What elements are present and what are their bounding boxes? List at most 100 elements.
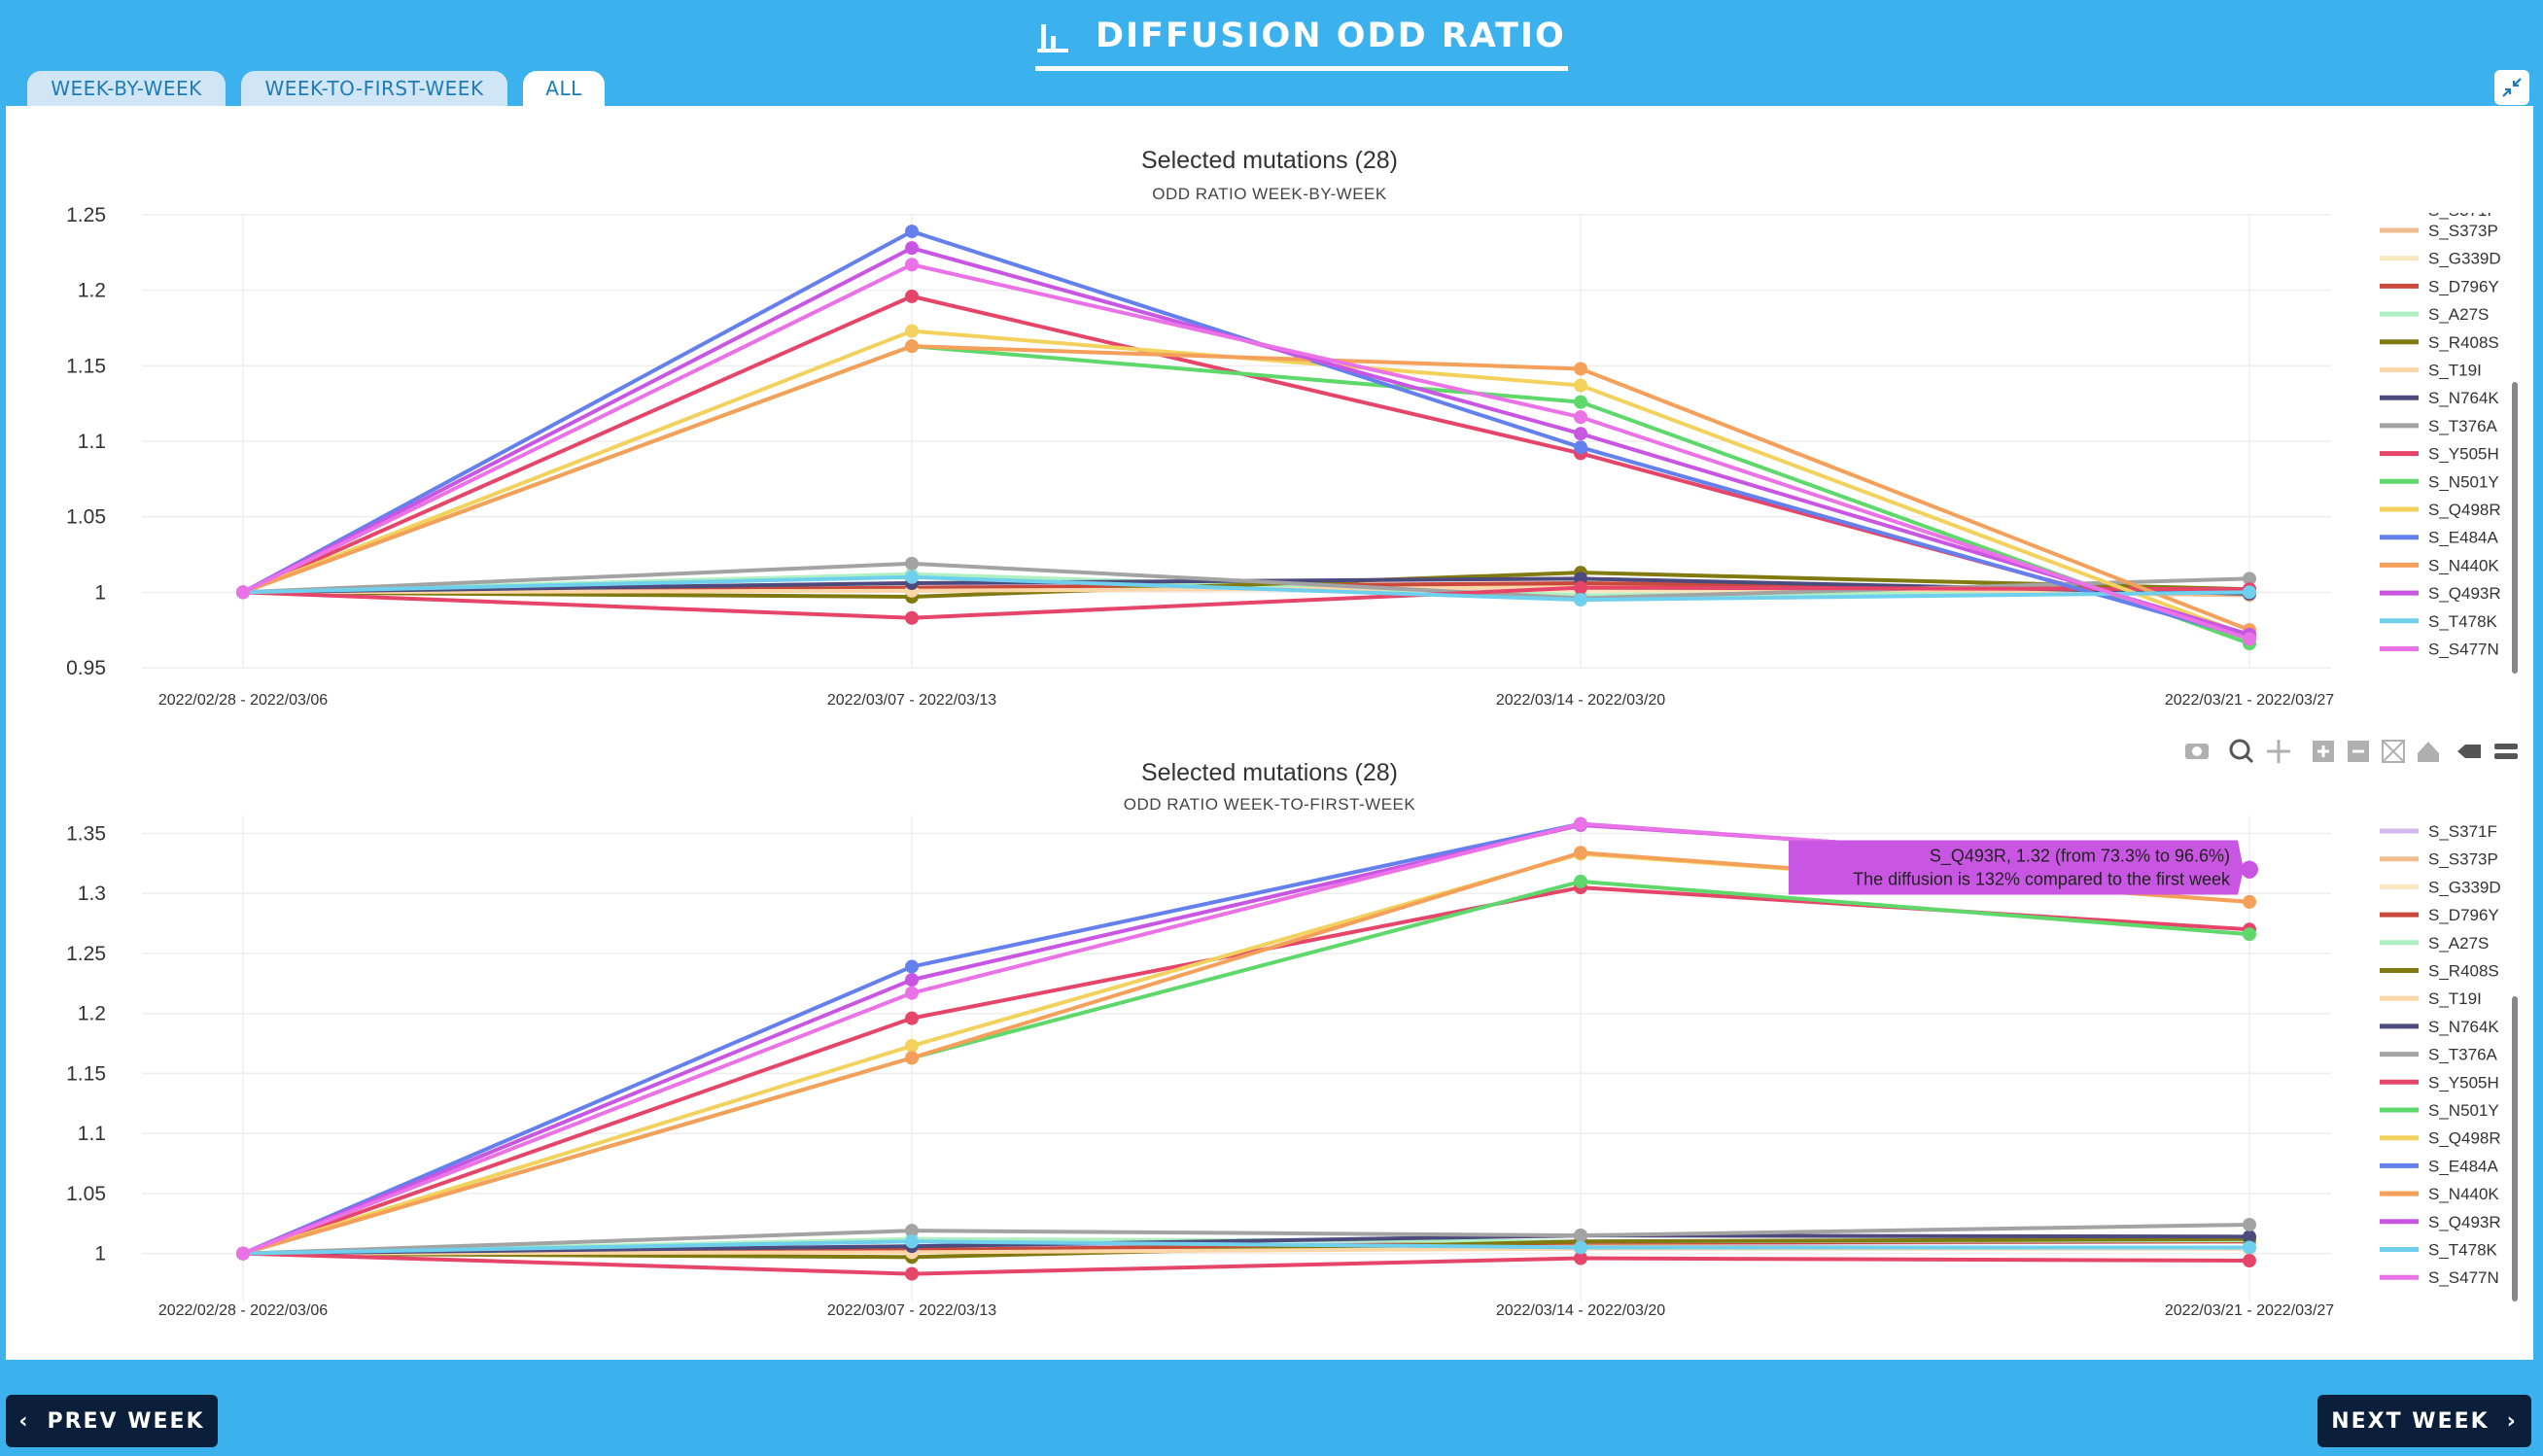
legend-item-s-n764k[interactable]: S_N764K	[2380, 389, 2499, 407]
collapse-button[interactable]	[2494, 70, 2529, 105]
series-line	[242, 574, 2250, 603]
legend-item-s-q493r[interactable]: S_Q493R	[2380, 1213, 2501, 1231]
legend-label: S_T478K	[2428, 1241, 2498, 1260]
highlighted-point	[2241, 860, 2258, 879]
legend-item-s-s477n[interactable]: S_S477N	[2380, 1268, 2499, 1287]
y-tick-label: 1.25	[66, 943, 106, 965]
data-point	[1574, 427, 1587, 441]
tab-week-by-week[interactable]: WEEK-BY-WEEK	[27, 71, 226, 106]
data-point	[905, 959, 919, 974]
app-header: DIFFUSION ODD RATIO	[0, 0, 2543, 71]
legend-item-s-t478k[interactable]: S_T478K	[2380, 1241, 2498, 1260]
series-line	[242, 1233, 2250, 1256]
legend-item-s-n764k[interactable]: S_N764K	[2380, 1018, 2499, 1036]
legend-label: S_N501Y	[2428, 472, 2499, 491]
data-point	[905, 1266, 919, 1281]
hover-closest-icon[interactable]	[2457, 745, 2481, 758]
x-tick-label: 2022/03/07 - 2022/03/13	[827, 1302, 996, 1319]
hover-compare-icon[interactable]	[2494, 744, 2518, 759]
data-point	[1574, 816, 1587, 831]
y-tick-label: 0.95	[66, 657, 106, 679]
legend-item-s-s477n[interactable]: S_S477N	[2380, 641, 2499, 659]
series-s-s477n	[236, 258, 2256, 646]
data-point	[905, 610, 919, 625]
legend-label: S_E484A	[2428, 529, 2498, 547]
legend-item-s-t376a[interactable]: S_T376A	[2380, 1046, 2498, 1064]
tooltip-box	[1789, 840, 2244, 895]
legend-item-s-q498r[interactable]: S_Q498R	[2380, 501, 2501, 519]
legend-item-s-e484a[interactable]: S_E484A	[2380, 1157, 2498, 1175]
legend-item-s-s371f[interactable]: S_S371F	[2380, 822, 2497, 841]
legend-label: S_N501Y	[2428, 1101, 2499, 1120]
house	[2418, 742, 2439, 762]
data-point	[236, 585, 250, 600]
legend-label: S_T376A	[2428, 417, 2498, 435]
legend-item-s-g339d[interactable]: S_G339D	[2380, 878, 2501, 896]
reset-axes-icon[interactable]	[2418, 742, 2439, 762]
autoscale-icon[interactable]	[2382, 740, 2405, 763]
legend-item-s-s373p[interactable]: S_S373P	[2380, 850, 2498, 869]
y-tick-label: 1.15	[66, 1062, 106, 1085]
data-point	[1574, 846, 1587, 860]
legend-item-s-d796y[interactable]: S_D796Y	[2380, 906, 2499, 924]
chart-1: Selected mutations (28) ODD RATIO WEEK-BY…	[66, 147, 2524, 709]
tab-week-to-first-week[interactable]: WEEK-TO-FIRST-WEEK	[241, 71, 507, 106]
legend-item-s-t478k[interactable]: S_T478K	[2380, 612, 2498, 631]
legend-item-s-t19i[interactable]: S_T19I	[2380, 989, 2482, 1008]
data-point	[236, 1246, 250, 1261]
zoom-out-icon[interactable]	[2348, 741, 2369, 762]
legend-item-s-d796y[interactable]: S_D796Y	[2380, 277, 2499, 295]
charts-panel: Selected mutations (28) ODD RATIO WEEK-BY…	[6, 106, 2533, 1360]
series-line	[242, 879, 2250, 1256]
data-point	[1574, 362, 1587, 376]
legend-item-s-n501y[interactable]: S_N501Y	[2380, 472, 2499, 491]
data-point	[1574, 1240, 1587, 1255]
data-point	[2243, 1217, 2256, 1231]
legend-item-s-q498r[interactable]: S_Q498R	[2380, 1129, 2501, 1148]
series-line	[242, 885, 2250, 1256]
data-point	[1574, 580, 1587, 595]
y-tick-label: 1	[94, 1243, 106, 1265]
legend-scrollbar[interactable]	[2512, 382, 2518, 674]
zoom-in-icon[interactable]	[2313, 741, 2334, 762]
data-point	[905, 241, 919, 256]
zoom-icon[interactable]	[2229, 739, 2254, 764]
next-week-button[interactable]: NEXT WEEK ›	[2317, 1395, 2531, 1447]
legend-item-s-g339d[interactable]: S_G339D	[2380, 250, 2501, 268]
chart-title: Selected mutations (28)	[1141, 759, 1398, 786]
legend-item-s-r408s[interactable]: S_R408S	[2380, 333, 2499, 352]
legend-scrollbar[interactable]	[2512, 996, 2518, 1301]
legend-item-s-e484a[interactable]: S_E484A	[2380, 529, 2498, 547]
data-point	[905, 339, 919, 354]
camera-icon[interactable]	[2185, 744, 2209, 759]
legend-item-s-a27s[interactable]: S_A27S	[2380, 934, 2489, 953]
legend-item-s-r408s[interactable]: S_R408S	[2380, 962, 2499, 981]
legend-item-s-t19i[interactable]: S_T19I	[2380, 362, 2482, 380]
series-line	[242, 344, 2250, 633]
data-point	[2243, 1230, 2256, 1244]
legend-item-s-n440k[interactable]: S_N440K	[2380, 556, 2499, 574]
legend-label: S_S371F	[2428, 822, 2497, 841]
pan-icon[interactable]	[2267, 740, 2290, 763]
legend-item-s-s373p[interactable]: S_S373P	[2380, 222, 2498, 240]
legend-item-s-q493r[interactable]: S_Q493R	[2380, 584, 2501, 603]
data-point	[1574, 1251, 1587, 1265]
series-s-t478k	[236, 570, 2256, 607]
legend-label: S_A27S	[2428, 934, 2489, 953]
legend-item-s-a27s[interactable]: S_A27S	[2380, 305, 2489, 324]
y-tick-label: 1	[94, 581, 106, 604]
legend-label: S_Q493R	[2428, 584, 2501, 603]
legend-label: S_T19I	[2428, 989, 2482, 1008]
legend-item-s-y505h[interactable]: S_Y505H	[2380, 1073, 2499, 1092]
series-line	[242, 344, 2250, 646]
data-point	[905, 225, 919, 239]
legend-item-s-n440k[interactable]: S_N440K	[2380, 1185, 2499, 1203]
legend-item-s-y505h[interactable]: S_Y505H	[2380, 445, 2499, 464]
prev-week-button[interactable]: ‹ PREV WEEK	[6, 1395, 218, 1447]
x-tick-label: 2022/02/28 - 2022/03/06	[158, 692, 328, 709]
tab-all[interactable]: ALL	[523, 71, 605, 106]
zoom-ring	[2229, 739, 2250, 760]
charts-svg: Selected mutations (28) ODD RATIO WEEK-BY…	[66, 147, 2524, 1319]
legend-item-s-n501y[interactable]: S_N501Y	[2380, 1101, 2499, 1120]
legend-item-s-t376a[interactable]: S_T376A	[2380, 417, 2498, 435]
